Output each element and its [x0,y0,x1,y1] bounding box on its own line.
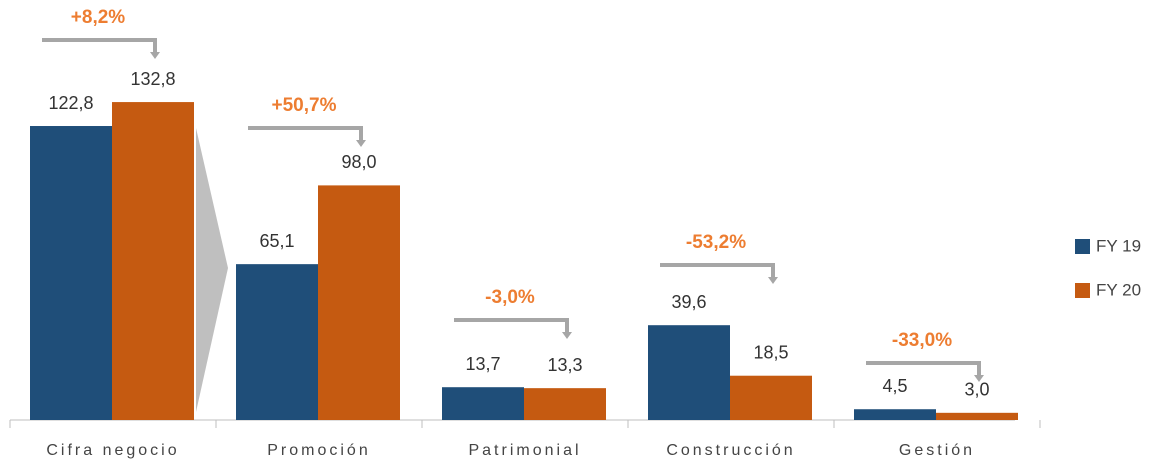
value-label: 4,5 [882,376,907,396]
bar [730,375,812,420]
x-tick-label: Gestión [899,442,975,459]
bar [648,325,730,420]
value-label: 65,1 [259,231,294,251]
change-bracket [660,263,775,279]
bar [524,388,606,420]
legend-label: FY 19 [1096,236,1141,255]
change-annotation: +8,2% [71,7,126,28]
change-bracket [866,361,981,377]
value-label: 98,0 [341,152,376,172]
change-bracket [42,38,157,54]
value-label: 13,7 [465,354,500,374]
x-tick-label: Construcción [666,442,795,459]
bar [318,185,400,420]
x-tick-label: Cifra negocio [46,442,179,459]
bracket-arrow [356,140,366,147]
bracket-arrow [768,277,778,284]
bar [854,409,936,420]
change-bracket [454,318,569,334]
value-label: 132,8 [130,69,175,89]
x-tick-label: Promoción [267,442,370,459]
change-annotation: +50,7% [272,95,337,116]
bar [236,264,318,420]
legend-label: FY 20 [1096,280,1141,299]
legend-swatch [1075,283,1090,298]
change-annotation: -33,0% [892,330,952,351]
bar [30,126,112,421]
x-tick-label: Patrimonial [468,442,581,459]
change-annotation: -53,2% [686,232,746,253]
bar [442,387,524,420]
bar [936,412,1018,420]
value-label: 122,8 [48,93,93,113]
bracket-arrow [150,52,160,59]
legend-swatch [1075,239,1090,254]
value-label: 39,6 [671,292,706,312]
bracket-arrow [562,332,572,339]
connector-shape [196,128,228,412]
change-annotation: -3,0% [485,287,535,308]
change-bracket [248,126,363,142]
value-label: 3,0 [964,380,989,400]
bar [112,102,194,421]
value-label: 13,3 [547,355,582,375]
value-label: 18,5 [753,342,788,362]
bracket-arrow [974,375,984,382]
